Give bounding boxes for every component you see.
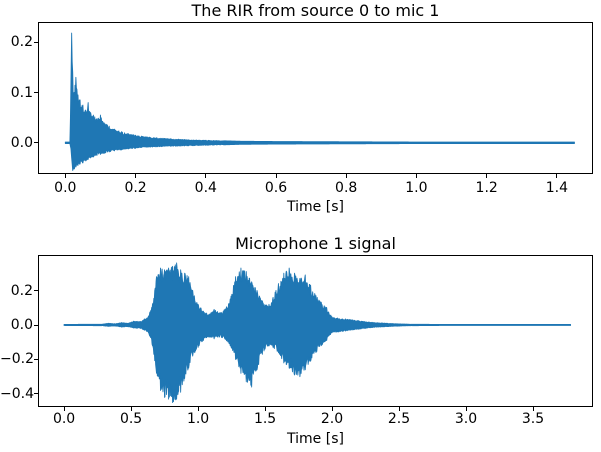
- microphone-chart-title: Microphone 1 signal: [235, 234, 396, 253]
- x-tick-mark: [486, 174, 488, 178]
- x-tick-mark: [197, 407, 199, 411]
- rir-waveform-path: [64, 32, 575, 171]
- x-tick-mark: [63, 407, 65, 411]
- x-tick-label: 2.0: [320, 411, 344, 427]
- x-tick-mark: [135, 174, 137, 178]
- x-tick-label: 0.4: [194, 180, 217, 196]
- microphone-plot-area: [38, 255, 593, 407]
- x-tick-label: 0.0: [52, 411, 76, 427]
- y-tick-label: 0.0: [10, 317, 33, 333]
- y-tick-label: 0.0: [10, 134, 33, 151]
- y-tick-label: 0.1: [10, 84, 33, 101]
- x-tick-label: 0.6: [264, 180, 288, 196]
- y-tick-mark: [34, 92, 38, 93]
- y-tick-label: 0.2: [10, 34, 33, 51]
- y-tick-mark: [34, 358, 38, 360]
- x-tick-mark: [264, 407, 266, 411]
- rir-x-axis-label: Time [s]: [287, 199, 344, 215]
- x-tick-label: 0.2: [124, 180, 147, 196]
- x-tick-label: 0.5: [119, 411, 143, 427]
- y-tick-label: −0.4: [0, 385, 34, 402]
- x-tick-mark: [64, 174, 66, 178]
- x-tick-mark: [275, 174, 277, 178]
- x-tick-mark: [415, 174, 417, 178]
- y-tick-mark: [34, 41, 38, 43]
- rir-waveform: [64, 32, 575, 171]
- microphone-x-axis-label: Time [s]: [287, 431, 344, 447]
- x-tick-label: 3.0: [454, 411, 478, 427]
- x-tick-label: 1.4: [545, 180, 569, 196]
- x-tick-mark: [130, 407, 132, 411]
- rir-chart-title: The RIR from source 0 to mic 1: [191, 1, 440, 20]
- x-tick-mark: [532, 407, 534, 411]
- microphone-waveform: [63, 262, 572, 403]
- x-tick-label: 3.5: [521, 411, 545, 427]
- x-tick-label: 2.5: [387, 411, 411, 427]
- x-tick-mark: [556, 174, 558, 178]
- x-tick-label: 0.8: [335, 180, 358, 196]
- y-tick-mark: [34, 290, 38, 291]
- y-tick-mark: [34, 393, 38, 395]
- x-tick-mark: [205, 174, 207, 178]
- y-tick-mark: [34, 324, 38, 326]
- x-tick-mark: [398, 407, 400, 411]
- x-tick-mark: [345, 174, 347, 178]
- x-tick-label: 0.0: [54, 180, 77, 196]
- x-tick-label: 1.0: [186, 411, 210, 427]
- microphone-waveform-path: [63, 262, 572, 403]
- x-tick-mark: [331, 407, 333, 411]
- y-tick-label: −0.2: [0, 351, 34, 368]
- x-tick-label: 1.0: [405, 180, 428, 196]
- y-tick-mark: [34, 142, 38, 144]
- rir-plot-area: [38, 22, 593, 174]
- x-tick-mark: [465, 407, 467, 411]
- x-tick-label: 1.2: [475, 180, 498, 196]
- y-tick-label: 0.2: [10, 282, 33, 299]
- x-tick-label: 1.5: [253, 411, 277, 427]
